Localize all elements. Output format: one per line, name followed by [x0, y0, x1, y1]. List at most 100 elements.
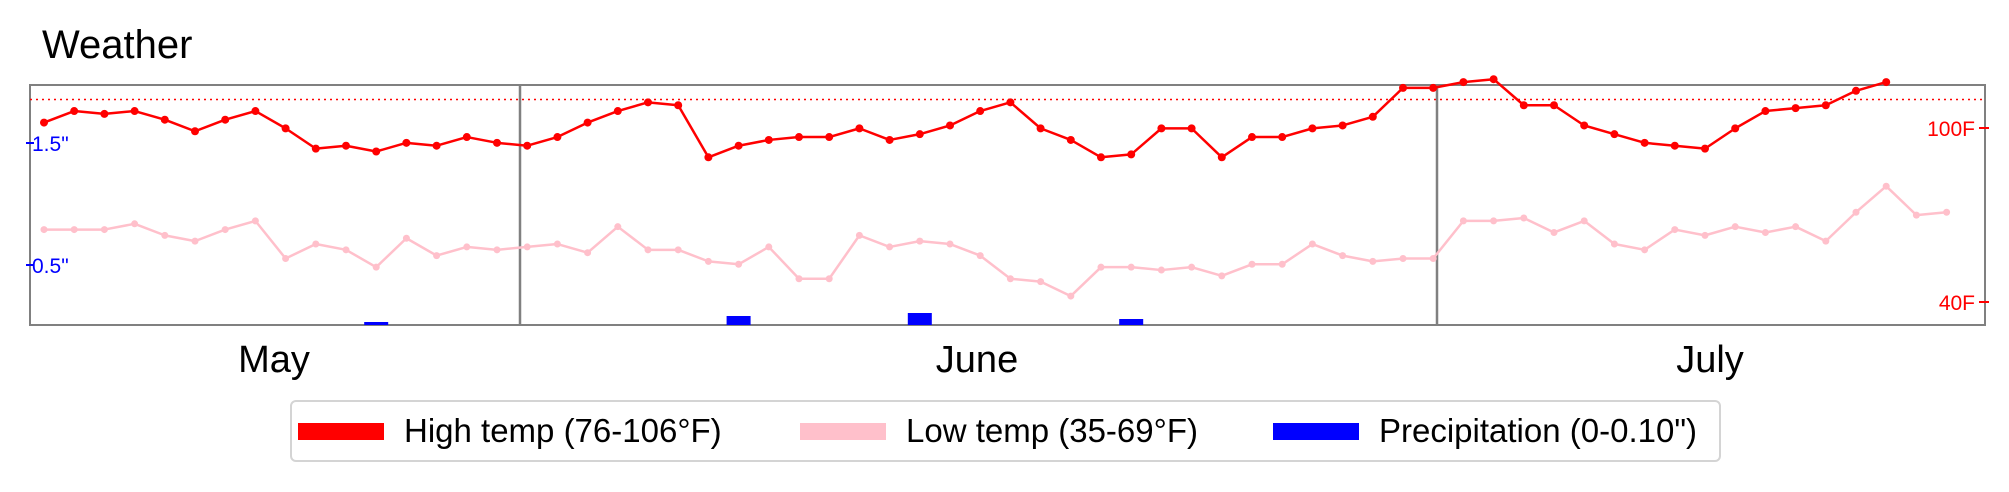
low-temp-point-23: [704, 257, 712, 265]
low-temp-point-28: [855, 231, 863, 239]
high-temp-point-51: [1550, 101, 1558, 110]
precip-bar-4: [1119, 319, 1144, 325]
legend-swatch-precip: [1273, 422, 1359, 440]
legend: High temp (76-106°F) Low temp (35-69°F) …: [290, 400, 1721, 462]
low-temp-point-36: [1097, 263, 1105, 271]
high-temp-point-5: [160, 115, 169, 124]
low-temp-point-55: [1671, 226, 1679, 234]
legend-item-precip: Precipitation (0-0.10"): [1273, 402, 1697, 460]
low-temp-point-44: [1339, 252, 1347, 260]
high-temp-point-10: [311, 144, 320, 153]
temp-tick-label-2: 40F: [1939, 292, 1975, 315]
high-temp-point-59: [1791, 104, 1800, 113]
precip-tick-label-2: 0.5": [32, 255, 69, 278]
high-temp-point-60: [1821, 101, 1830, 110]
low-temp-point-57: [1731, 223, 1739, 231]
high-temp-point-36: [1097, 153, 1105, 162]
high-temp-point-26: [795, 133, 803, 142]
legend-swatch-high: [298, 422, 384, 440]
high-temp-point-33: [1006, 98, 1015, 107]
high-temp-point-50: [1519, 101, 1528, 110]
month-label-may: May: [238, 339, 310, 381]
high-temp-series: [40, 75, 1891, 162]
low-temp-point-1: [40, 226, 48, 234]
legend-label-low: Low temp (35-69°F): [906, 412, 1198, 449]
low-temp-point-19: [584, 249, 592, 257]
low-temp-point-30: [916, 237, 924, 245]
high-temp-point-62: [1882, 78, 1891, 87]
high-temp-point-55: [1670, 141, 1679, 150]
high-temp-point-23: [704, 153, 713, 162]
high-temp-point-3: [100, 109, 109, 118]
low-temp-point-62: [1882, 182, 1890, 190]
low-temp-point-7: [221, 226, 229, 234]
low-temp-line: [44, 184, 1947, 298]
low-temp-point-29: [886, 243, 894, 251]
high-temp-point-38: [1157, 124, 1166, 133]
low-temp-point-14: [433, 252, 441, 260]
high-temp-point-16: [493, 138, 501, 147]
high-temp-point-9: [281, 124, 290, 133]
high-temp-point-11: [342, 141, 350, 150]
legend-label-precip: Precipitation (0-0.10"): [1379, 412, 1698, 449]
high-temp-point-32: [976, 107, 985, 116]
high-temp-point-42: [1278, 133, 1287, 142]
high-temp-point-37: [1127, 150, 1136, 159]
low-temp-point-46: [1399, 254, 1407, 262]
low-temp-point-48: [1459, 217, 1467, 225]
high-temp-line: [43, 77, 1887, 159]
low-temp-point-24: [735, 260, 743, 268]
low-temp-point-34: [1037, 278, 1045, 286]
low-temp-point-31: [946, 240, 954, 248]
high-temp-point-18: [553, 133, 562, 142]
precipitation-series: [364, 313, 1144, 325]
low-temp-point-26: [795, 275, 803, 283]
high-temp-point-40: [1217, 153, 1226, 162]
high-temp-point-46: [1399, 83, 1407, 92]
high-temp-point-44: [1338, 121, 1347, 130]
high-temp-point-61: [1852, 86, 1860, 95]
high-temp-point-7: [221, 115, 230, 124]
low-temp-point-15: [463, 243, 471, 251]
low-temp-point-25: [765, 243, 773, 251]
low-temp-point-11: [342, 246, 350, 254]
high-temp-point-34: [1036, 124, 1045, 133]
month-label-july: July: [1676, 339, 1744, 381]
high-temp-point-47: [1429, 83, 1438, 92]
legend-swatch-low: [800, 422, 886, 440]
high-temp-point-29: [885, 135, 894, 144]
low-temp-point-60: [1822, 237, 1830, 245]
precip-bar-3: [907, 313, 932, 325]
low-temp-point-10: [312, 240, 320, 248]
low-temp-point-61: [1852, 208, 1860, 216]
low-temp-point-8: [251, 217, 259, 225]
high-temp-point-22: [674, 101, 683, 110]
high-temp-point-1: [40, 118, 48, 127]
high-temp-point-20: [613, 107, 622, 116]
high-temp-point-53: [1610, 130, 1619, 139]
legend-item-high: High temp (76-106°F): [298, 402, 722, 460]
high-temp-point-52: [1580, 121, 1589, 130]
low-temp-point-50: [1520, 214, 1528, 222]
high-temp-point-4: [130, 107, 139, 116]
high-temp-point-49: [1489, 75, 1498, 84]
low-temp-point-21: [644, 246, 652, 254]
high-temp-point-14: [432, 141, 441, 150]
low-temp-point-32: [976, 252, 984, 260]
low-temp-point-17: [523, 243, 531, 251]
legend-label-high: High temp (76-106°F): [404, 412, 722, 449]
high-temp-point-43: [1308, 124, 1317, 133]
high-temp-point-57: [1731, 124, 1740, 133]
high-temp-point-58: [1761, 107, 1770, 116]
high-temp-point-39: [1187, 124, 1196, 133]
low-temp-point-18: [553, 240, 561, 248]
low-temp-point-16: [493, 246, 501, 254]
low-temp-point-64: [1943, 208, 1951, 216]
low-temp-point-63: [1912, 211, 1920, 219]
high-temp-point-21: [644, 98, 652, 107]
precip-bar-2: [726, 316, 751, 325]
low-temp-point-41: [1248, 260, 1256, 268]
low-temp-point-37: [1127, 263, 1135, 271]
high-temp-point-41: [1248, 133, 1256, 142]
